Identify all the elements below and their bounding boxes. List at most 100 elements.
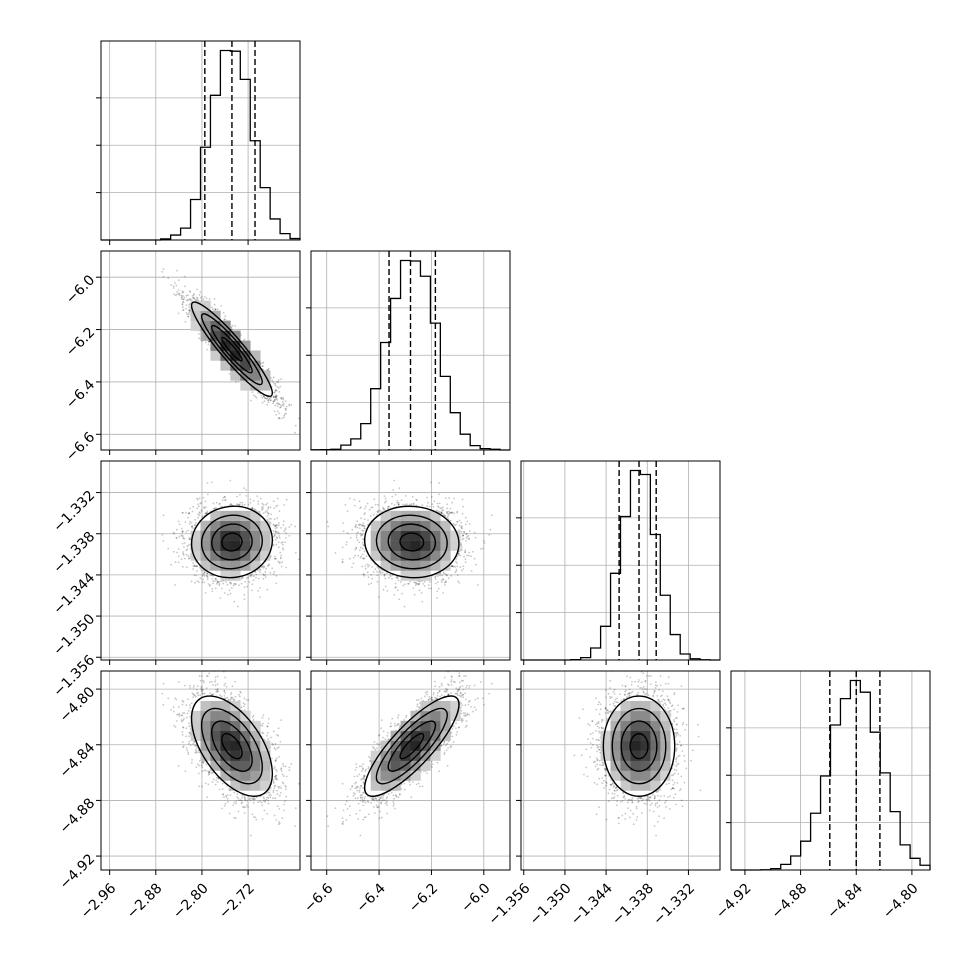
scatter-point [243, 338, 246, 341]
scatter-point [277, 381, 280, 384]
scatter-point [213, 303, 216, 306]
scatter-point [173, 293, 176, 296]
scatter-point [189, 520, 191, 523]
density-cell [260, 380, 271, 391]
scatter-point [276, 405, 279, 407]
scatter-point [273, 524, 275, 527]
scatter-point [177, 289, 180, 291]
scatter-point [189, 297, 191, 300]
scatter-point [276, 526, 278, 529]
scatter-point [277, 387, 280, 389]
scatter-point [207, 340, 210, 343]
scatter-point [188, 557, 190, 560]
scatter-point [182, 295, 184, 297]
scatter-point [176, 269, 178, 272]
scatter-point [285, 408, 287, 410]
scatter-point [273, 410, 276, 413]
scatter-point [243, 598, 246, 601]
scatter-point [278, 403, 281, 406]
scatter-point [274, 398, 276, 401]
scatter-point [275, 524, 278, 527]
scatter-point [240, 577, 243, 580]
scatter-point [257, 503, 260, 505]
scatter-point [174, 282, 176, 284]
scatter-point [204, 512, 207, 515]
scatter-point [181, 531, 184, 534]
scatter-point [198, 514, 201, 517]
density-cell [220, 360, 231, 371]
scatter-point [281, 561, 284, 564]
scatter-point [262, 361, 265, 364]
scatter-point [234, 325, 237, 327]
scatter-point [275, 539, 277, 541]
scatter-point [262, 577, 265, 580]
scatter-point [288, 535, 291, 537]
scatter-point [283, 416, 285, 419]
scatter-point [198, 294, 201, 296]
scatter-point [258, 577, 260, 580]
scatter-point [181, 303, 184, 305]
y-tick-label: −6.2 [63, 325, 98, 360]
density-cell [240, 350, 251, 361]
scatter-point [206, 578, 209, 581]
y-tick-label: −6.4 [63, 377, 98, 412]
scatter-point [188, 306, 191, 308]
scatter-point [188, 311, 191, 314]
scatter-point [222, 312, 225, 314]
scatter-point [187, 544, 190, 547]
scatter-point [201, 510, 203, 513]
scatter-point [274, 389, 277, 392]
contour-line [190, 301, 274, 398]
scatter-point [274, 399, 276, 401]
scatter-point [253, 394, 255, 397]
scatter-point [275, 389, 278, 392]
scatter-point [263, 574, 265, 577]
scatter-point [196, 498, 199, 501]
scatter-point [205, 297, 208, 300]
scatter-point [177, 312, 180, 315]
scatter-point [262, 503, 265, 506]
y-tick-label: −6.0 [63, 272, 98, 307]
scatter-point [210, 481, 213, 484]
scatter-point [223, 496, 226, 498]
scatter-point [185, 307, 187, 310]
scatter-point [284, 407, 287, 410]
scatter-point [281, 403, 284, 406]
scatter-point [175, 284, 178, 287]
scatter-point [275, 397, 278, 400]
scatter-point [178, 535, 181, 538]
scatter-point [267, 401, 270, 404]
scatter-point [273, 391, 276, 394]
scatter-point [280, 397, 282, 399]
scatter-point [192, 294, 195, 296]
scatter-point [271, 379, 274, 382]
scatter-point [277, 417, 280, 420]
scatter-point [274, 396, 277, 398]
scatter-point [216, 308, 219, 311]
scatter-point [188, 304, 190, 306]
scatter-point [192, 297, 195, 299]
scatter-point [290, 404, 293, 406]
scatter-point [279, 406, 282, 409]
scatter-point [264, 511, 267, 513]
scatter-point [181, 298, 183, 300]
scatter-point [189, 299, 192, 301]
scatter-point [278, 403, 280, 406]
scatter-point [255, 396, 258, 399]
scatter-point [282, 543, 284, 546]
scatter-point [187, 294, 189, 297]
panel-frame [100, 250, 301, 451]
scatter-point [198, 505, 200, 508]
contour-line [221, 336, 243, 362]
scatter-point [274, 396, 277, 398]
scatter-point [257, 391, 259, 394]
scatter-point [182, 551, 184, 553]
scatter-point [261, 502, 264, 505]
scatter-point [187, 298, 190, 301]
scatter-point [182, 301, 185, 303]
density-cell [230, 340, 241, 351]
scatter-point [170, 284, 173, 286]
scatter-point [209, 584, 212, 586]
scatter-point [193, 293, 195, 295]
